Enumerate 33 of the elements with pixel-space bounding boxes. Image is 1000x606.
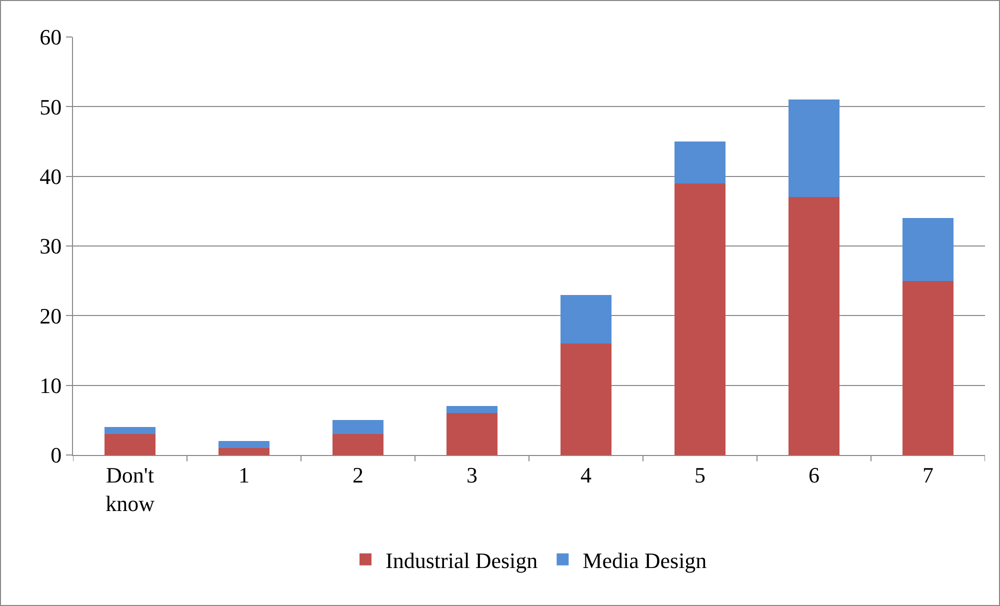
- x-tick-label: 4: [580, 462, 592, 488]
- y-tick-label: 60: [40, 24, 62, 50]
- bar: [332, 434, 384, 455]
- x-tick-label: 5: [694, 462, 706, 488]
- legend-label: Media Design: [582, 548, 707, 573]
- bar: [104, 434, 156, 455]
- bar: [104, 427, 156, 434]
- bar: [332, 420, 384, 434]
- bar: [902, 218, 954, 281]
- y-tick-label: 10: [40, 373, 62, 398]
- x-tick-label: 7: [922, 462, 934, 488]
- x-tick-label: 2: [352, 462, 364, 488]
- x-tick-label: 6: [808, 462, 820, 488]
- bar: [902, 280, 954, 455]
- bar: [446, 406, 498, 414]
- bar: [788, 100, 840, 198]
- x-tick-label: 1: [238, 462, 250, 488]
- y-tick-label: 40: [40, 164, 62, 190]
- y-tick-label: 20: [40, 303, 62, 328]
- x-tick-label: 3: [466, 462, 478, 488]
- y-tick-label: 50: [40, 94, 62, 120]
- bar: [674, 183, 726, 455]
- y-tick-label: 30: [40, 234, 62, 259]
- y-tick-label: 0: [50, 442, 62, 468]
- bar: [560, 344, 612, 455]
- legend-label: Industrial Design: [386, 548, 538, 573]
- bar: [788, 197, 840, 455]
- bar: [218, 448, 270, 455]
- bar: [446, 413, 498, 455]
- bar: [674, 142, 726, 184]
- bar: [218, 441, 270, 448]
- x-tick-label: Don't know: [106, 462, 155, 516]
- bar: [560, 294, 612, 344]
